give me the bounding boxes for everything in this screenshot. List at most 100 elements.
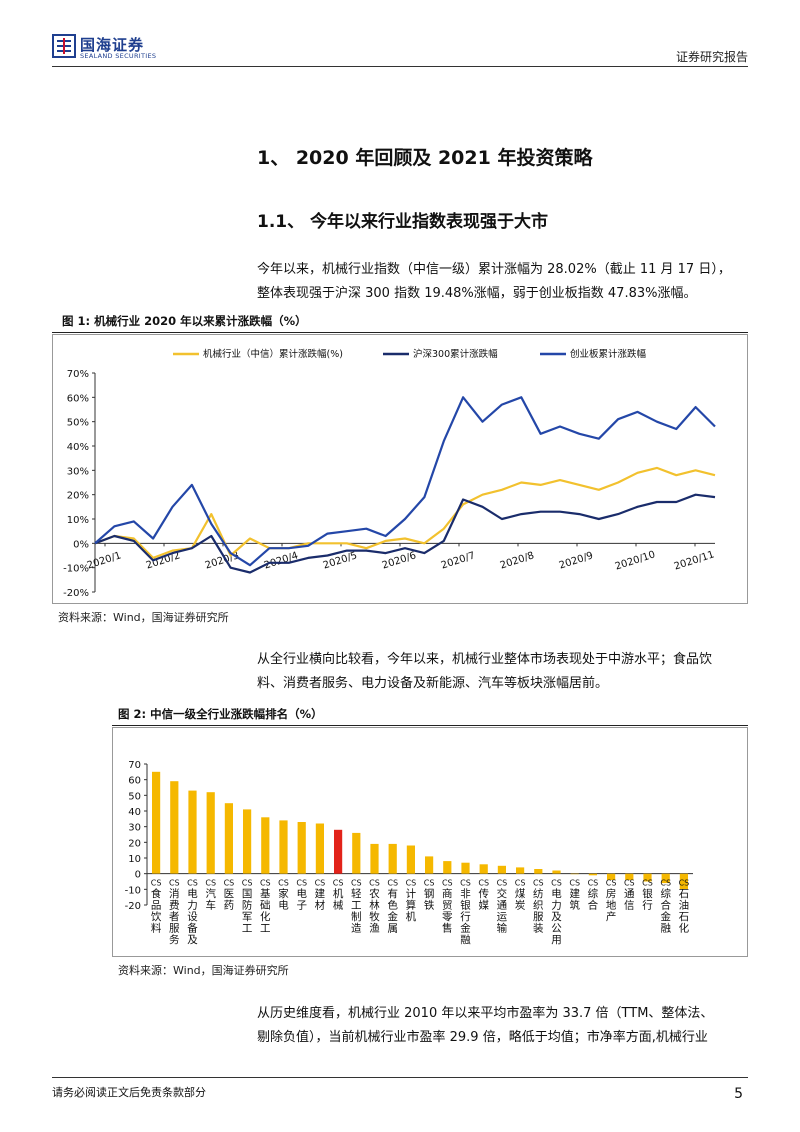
report-type: 证券研究报告 <box>675 50 748 64</box>
bar <box>516 867 525 874</box>
category-label: CS 石油石化 <box>679 879 690 935</box>
category-label: CS 电力及公用 <box>551 879 562 947</box>
bar <box>243 809 252 874</box>
y-tick-label: 20 <box>128 838 141 849</box>
category-label: CS 商贸零售 <box>442 879 453 935</box>
paragraph-line: 从全行业横向比较看，今年以来，机械行业整体市场表现处于中游水平；食品饮 <box>257 652 713 667</box>
bar <box>425 856 434 874</box>
bar <box>479 864 488 874</box>
y-tick-label: -10% <box>63 564 89 575</box>
x-tick-label: 2020/8 <box>499 550 536 571</box>
sealand-logo-icon <box>52 34 76 58</box>
y-tick-label: 50% <box>67 418 89 429</box>
bar <box>643 873 652 882</box>
company-name-cn: 国海证券 <box>80 36 145 54</box>
bar <box>607 873 616 880</box>
category-label: CS 银行 <box>642 879 653 912</box>
category-label: CS 建筑 <box>569 879 580 912</box>
bar <box>206 792 215 874</box>
section-heading-1: 1、 2020 年回顾及 2021 年投资策略 <box>257 147 593 169</box>
y-tick-label: 70 <box>128 760 141 771</box>
figure-2-rule <box>112 725 748 726</box>
paragraph-line: 今年以来，机械行业指数（中信一级）累计涨幅为 28.02%（截止 11 月 17… <box>257 262 731 277</box>
category-label: CS 家电 <box>278 879 289 912</box>
bar <box>588 873 597 876</box>
category-label: CS 轻工制造 <box>351 879 362 935</box>
x-tick-label: 2020/9 <box>558 550 595 571</box>
category-label: CS 食品饮料 <box>151 879 162 935</box>
figure-2-title: 图 2: 中信一级全行业涨跌幅排名（%） <box>118 707 323 721</box>
bar <box>297 822 306 874</box>
legend-label: 机械行业（中信）累计涨跌幅(%) <box>203 348 343 360</box>
bar <box>315 823 324 874</box>
bar <box>370 843 379 874</box>
paragraph-line: 料、消费者服务、电力设备及新能源、汽车等板块涨幅居前。 <box>257 676 609 691</box>
y-tick-label: 10 <box>128 854 141 865</box>
category-label: CS 传媒 <box>478 879 489 912</box>
x-tick-label: 2020/10 <box>614 549 657 572</box>
bar <box>461 862 470 874</box>
category-label: CS 综合 <box>588 879 599 912</box>
figure-2-bar-chart: 70 60 50 40 30 20 10 0 -10 -20 CS 食品饮料 CS 消费者服务 CS 电力设备… <box>125 760 693 947</box>
category-label: CS 消费者服务 <box>169 879 180 947</box>
series-line <box>94 396 716 567</box>
bar <box>679 873 688 890</box>
category-label: CS 交通运输 <box>497 879 508 935</box>
series-line <box>94 493 716 574</box>
paragraph-2: 从全行业横向比较看，今年以来，机械行业整体市场表现处于中游水平；食品饮 料、消费… <box>257 648 747 696</box>
bar <box>352 832 361 874</box>
y-tick-label: 30% <box>67 466 89 477</box>
page-number: 5 <box>734 1086 743 1102</box>
paragraph-line: 剔除负值），当前机械行业市盈率 29.9 倍，略低于均值；市净率方面,机械行业 <box>257 1030 708 1045</box>
company-logo: 国海证券 SEALAND SECURITIES <box>52 34 172 64</box>
bar <box>661 873 670 884</box>
bar <box>170 781 179 874</box>
footer-divider <box>52 1077 748 1078</box>
y-tick-label: -10 <box>125 885 141 896</box>
paragraph-line: 从历史维度看，机械行业 2010 年以来平均市盈率为 33.7 倍（TTM、整体… <box>257 1006 714 1021</box>
category-label: CS 煤炭 <box>515 879 526 912</box>
bar <box>188 790 197 874</box>
figure-1-title: 图 1: 机械行业 2020 年以来累计涨跌幅（%） <box>62 314 307 328</box>
category-label: CS 钢铁 <box>424 879 435 912</box>
category-label: CS 汽车 <box>205 879 216 912</box>
category-label: CS 有色金属 <box>387 879 398 935</box>
y-tick-label: -20% <box>63 588 89 599</box>
y-tick-label: 20% <box>67 491 89 502</box>
figure-1-rule <box>52 332 748 333</box>
section-heading-1-1: 1.1、 今年以来行业指数表现强于大市 <box>257 212 549 232</box>
y-tick-label: 60% <box>67 393 89 404</box>
category-label: CS 电力设备及 <box>187 879 198 947</box>
bar <box>279 820 288 874</box>
figure-1-chart-frame: 70% 60% 50% 40% 30% 20% 10% 0% -10% -20% 2020/1 202… <box>52 334 748 604</box>
y-tick-label: 0 <box>135 870 141 881</box>
bar <box>261 817 270 874</box>
bar <box>334 829 343 874</box>
y-tick-label: 10% <box>67 515 89 526</box>
category-label: CS 医药 <box>224 879 235 912</box>
y-tick-label: 40% <box>67 442 89 453</box>
category-label: CS 国防军工 <box>242 879 253 935</box>
category-label: CS 农林牧渔 <box>369 879 380 935</box>
category-label: CS 基础化工 <box>260 879 271 935</box>
paragraph-3: 从历史维度看，机械行业 2010 年以来平均市盈率为 33.7 倍（TTM、整体… <box>257 1002 747 1050</box>
legend-label: 创业板累计涨跌幅 <box>570 348 647 360</box>
category-label: CS 计算机 <box>406 879 417 924</box>
x-tick-label: 2020/1 <box>86 550 123 571</box>
figure-2-chart-frame: 70 60 50 40 30 20 10 0 -10 -20 CS 食品饮料 CS 消费者服务 CS 电力设备… <box>112 727 748 957</box>
paragraph-line: 整体表现强于沪深 300 指数 19.48%涨幅，弱于创业板指数 47.83%涨… <box>257 286 697 301</box>
bar <box>224 803 233 874</box>
bar <box>497 865 506 874</box>
x-tick-label: 2020/7 <box>440 550 477 571</box>
legend-label: 沪深300累计涨跌幅 <box>413 348 498 360</box>
category-label: CS 机械 <box>333 879 344 912</box>
y-tick-label: 40 <box>128 807 141 818</box>
figure-2-source: 资料来源：Wind，国海证券研究所 <box>118 964 289 977</box>
figure-1-line-chart: 70% 60% 50% 40% 30% 20% 10% 0% -10% -20% 2020/1 202… <box>63 348 716 599</box>
category-label: CS 建材 <box>315 879 326 912</box>
header-divider <box>52 66 748 67</box>
category-label: CS 电子 <box>296 879 307 912</box>
y-tick-label: 30 <box>128 823 141 834</box>
bar <box>552 870 561 874</box>
bar <box>570 873 579 875</box>
